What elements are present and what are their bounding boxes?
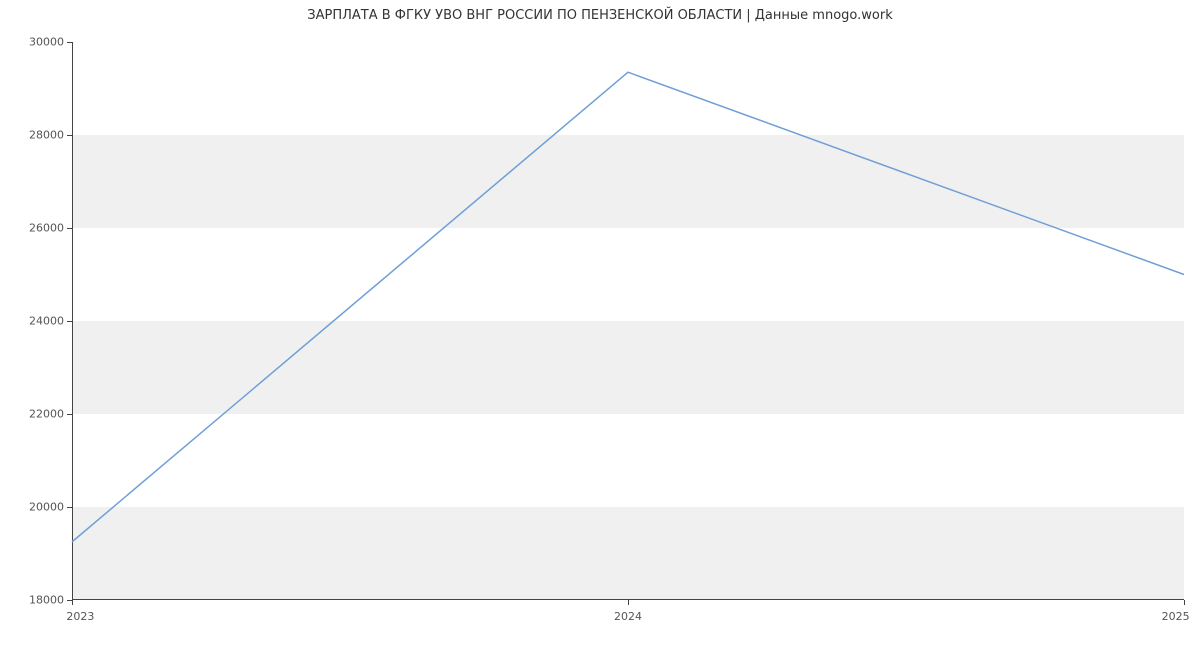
y-tick-label: 30000 bbox=[29, 36, 72, 49]
x-tick-label: 2025 bbox=[1162, 600, 1190, 623]
chart-title: ЗАРПЛАТА В ФГКУ УВО ВНГ РОССИИ ПО ПЕНЗЕН… bbox=[0, 8, 1200, 23]
y-tick-label: 24000 bbox=[29, 315, 72, 328]
x-tick-label: 2023 bbox=[66, 600, 94, 623]
y-tick-label: 20000 bbox=[29, 501, 72, 514]
line-series-layer bbox=[72, 42, 1184, 600]
salary-line-chart: ЗАРПЛАТА В ФГКУ УВО ВНГ РОССИИ ПО ПЕНЗЕН… bbox=[0, 0, 1200, 650]
x-tick-label: 2024 bbox=[614, 600, 642, 623]
y-tick-label: 22000 bbox=[29, 408, 72, 421]
y-tick-label: 28000 bbox=[29, 129, 72, 142]
plot-area: 1800020000220002400026000280003000020232… bbox=[72, 42, 1184, 600]
y-tick-label: 26000 bbox=[29, 222, 72, 235]
series-salary bbox=[72, 72, 1184, 542]
